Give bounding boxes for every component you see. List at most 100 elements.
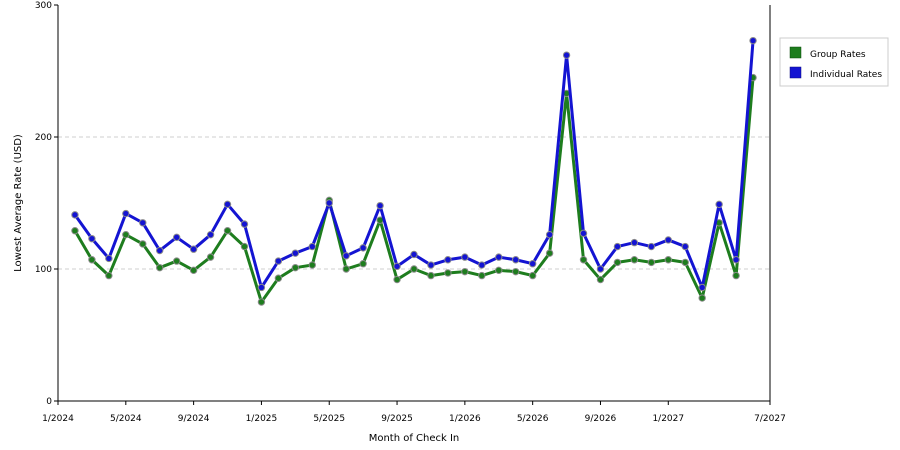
data-point-individual-rates [427, 261, 435, 269]
data-point-group-rates [512, 267, 520, 276]
data-point-individual-rates [240, 220, 249, 228]
x-tick-label: 1/2026 [449, 414, 481, 424]
data-point-individual-rates [528, 260, 537, 268]
x-tick-label: 9/2026 [585, 414, 617, 424]
data-point-group-rates [630, 256, 639, 264]
data-point-group-rates [172, 257, 181, 265]
x-tick-label: 1/2025 [246, 414, 278, 424]
x-tick-label: 5/2024 [110, 414, 142, 424]
x-ticks: 1/2024 5/2024 9/2024 1/2025 5/2025 9/2025 1/20… [42, 401, 786, 424]
data-point-individual-rates [122, 209, 130, 218]
data-point-group-rates [274, 274, 283, 282]
data-point-individual-rates [189, 245, 198, 253]
data-point-group-rates [732, 271, 740, 280]
data-point-individual-rates [105, 254, 113, 263]
x-axis-title: Month of Check In [369, 433, 460, 444]
data-point-individual-rates [715, 200, 723, 209]
data-point-group-rates [613, 258, 622, 267]
data-point-individual-rates [562, 51, 571, 59]
data-point-individual-rates [257, 283, 266, 292]
data-point-individual-rates [325, 199, 333, 207]
data-point-group-rates [189, 266, 198, 275]
data-point-group-rates [528, 271, 537, 280]
data-point-individual-rates [495, 253, 503, 261]
data-point-group-rates [156, 263, 164, 272]
data-point-individual-rates [342, 252, 350, 260]
y-axis-title: Lowest Average Rate (USD) [13, 134, 24, 272]
data-point-individual-rates [630, 238, 639, 247]
legend-swatch-group-rates [789, 46, 802, 59]
y-tick-label: 300 [35, 1, 52, 11]
data-point-group-rates [122, 230, 130, 239]
data-point-individual-rates [647, 242, 656, 251]
data-point-group-rates [105, 271, 113, 280]
data-point-individual-rates [223, 200, 232, 209]
legend: Group Rates Individual Rates [779, 37, 889, 87]
data-point-group-rates [342, 265, 350, 273]
data-point-group-rates [71, 227, 79, 235]
legend-label-individual-rates: Individual Rates [810, 70, 882, 80]
legend-swatch-individual-rates [789, 66, 802, 79]
data-point-group-rates [427, 271, 435, 280]
data-point-individual-rates [393, 262, 401, 271]
data-point-individual-rates [376, 201, 384, 210]
x-tick-label: 7/2027 [754, 414, 786, 424]
data-point-individual-rates [88, 234, 96, 243]
data-point-group-rates [393, 275, 401, 284]
data-point-individual-rates [579, 229, 588, 238]
data-point-individual-rates [359, 244, 367, 252]
grid-lines [58, 136, 770, 270]
y-tick-label: 100 [35, 265, 52, 275]
data-point-individual-rates [478, 261, 486, 269]
data-point-individual-rates [291, 249, 300, 257]
y-tick-label: 200 [35, 133, 52, 143]
x-tick-label: 1/2027 [652, 414, 684, 424]
data-point-individual-rates [732, 256, 740, 264]
data-point-individual-rates [410, 250, 418, 259]
x-tick-label: 5/2025 [313, 414, 345, 424]
data-point-individual-rates [308, 242, 316, 251]
data-point-group-rates [596, 275, 605, 284]
data-point-individual-rates [172, 233, 181, 242]
data-point-group-rates [478, 271, 486, 280]
data-point-group-rates [88, 256, 96, 264]
legend-label-group-rates: Group Rates [810, 50, 866, 60]
x-tick-label: 9/2025 [381, 414, 413, 424]
data-point-group-rates [545, 249, 554, 257]
data-point-group-rates [308, 261, 316, 269]
data-point-group-rates [223, 227, 232, 235]
y-tick-label: 0 [46, 397, 52, 407]
data-point-group-rates [681, 258, 689, 267]
data-point-group-rates [647, 258, 656, 267]
data-point-group-rates [257, 298, 266, 306]
data-point-individual-rates [206, 230, 215, 239]
data-point-group-rates [410, 265, 418, 273]
y-ticks: 0 100 200 300 [35, 1, 58, 407]
data-point-individual-rates [664, 236, 672, 244]
data-point-individual-rates [139, 219, 147, 227]
data-point-individual-rates [444, 256, 452, 264]
data-point-individual-rates [596, 265, 605, 273]
data-point-group-rates [444, 269, 452, 277]
data-point-individual-rates [545, 230, 554, 239]
data-point-group-rates [139, 240, 147, 248]
data-point-group-rates [495, 266, 503, 275]
data-point-group-rates [579, 256, 588, 264]
x-tick-label: 9/2024 [178, 414, 210, 424]
data-point-individual-rates [71, 211, 79, 219]
axes [57, 5, 771, 402]
data-point-individual-rates [156, 246, 164, 255]
data-point-individual-rates [698, 283, 706, 292]
data-point-individual-rates [613, 242, 622, 251]
series-line-individual-rates [73, 40, 755, 289]
data-point-group-rates [698, 294, 706, 302]
data-point-group-rates [359, 260, 367, 268]
data-point-individual-rates [461, 253, 469, 261]
series-layer [71, 36, 757, 306]
data-point-group-rates [206, 253, 215, 261]
data-point-individual-rates [512, 256, 520, 264]
data-point-individual-rates [749, 36, 757, 45]
data-point-group-rates [240, 242, 249, 251]
data-point-individual-rates [681, 242, 689, 251]
